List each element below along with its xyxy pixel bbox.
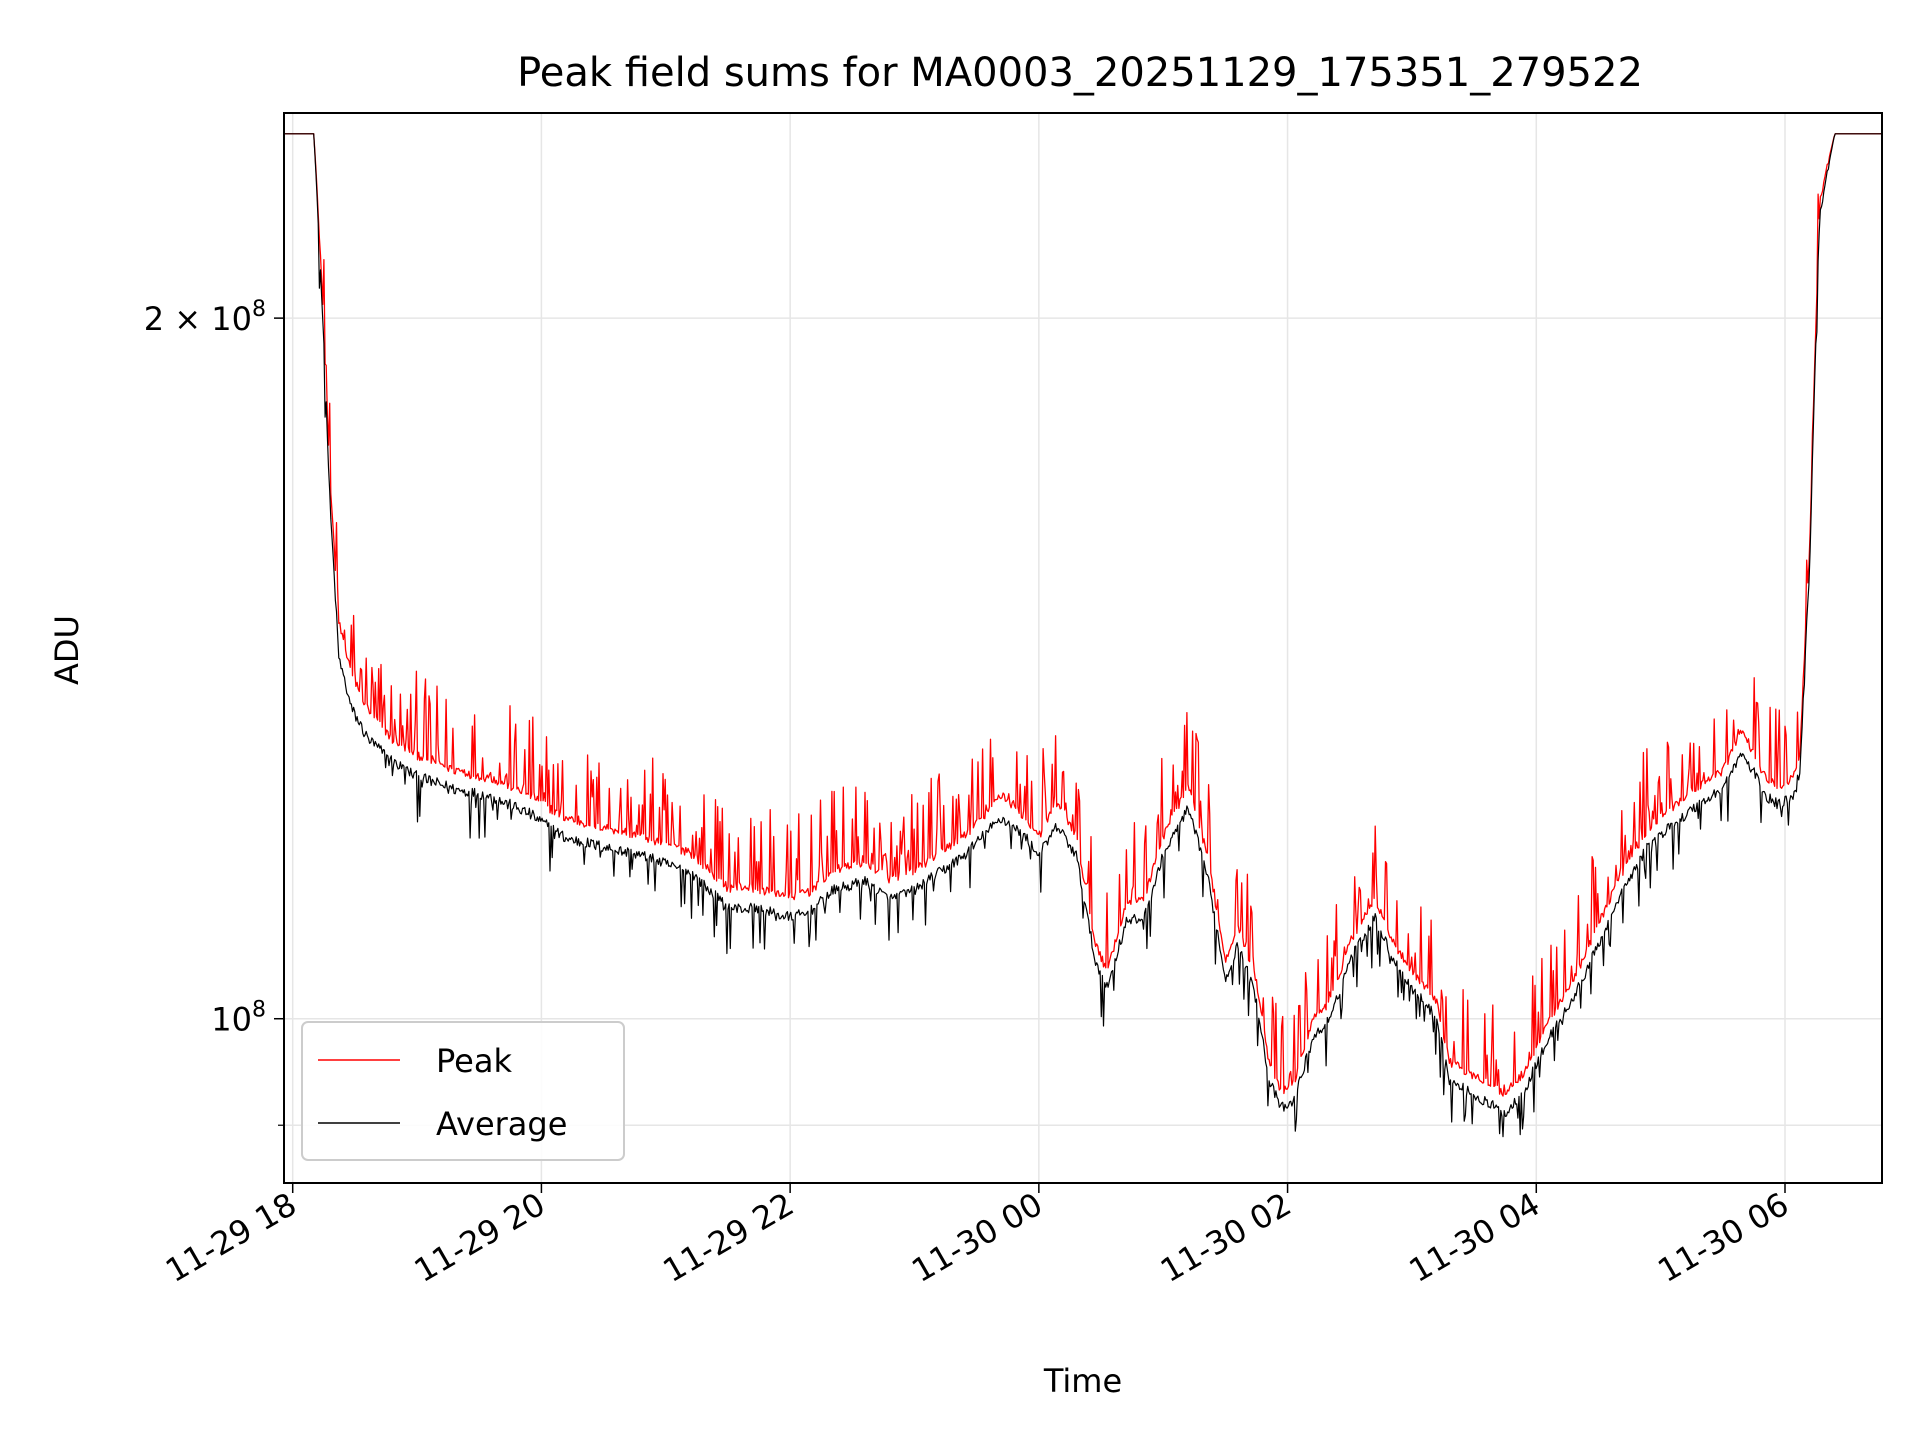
series-layer: [284, 133, 1882, 1138]
series-average-line: [284, 133, 1882, 1138]
x-axis-label: Time: [1043, 1362, 1122, 1400]
legend: Peak Average: [301, 1021, 625, 1161]
legend-average-label: Average: [436, 1105, 567, 1143]
grid: [284, 113, 1882, 1183]
y-tick-label: 108: [211, 998, 266, 1039]
legend-peak-label: Peak: [436, 1042, 512, 1080]
chart-title: Peak field sums for MA0003_20251129_1753…: [517, 50, 1643, 96]
series-peak-line: [284, 133, 1882, 1097]
y-tick-label: 2 × 108: [144, 297, 266, 338]
y-axis-label: ADU: [48, 615, 86, 685]
legend-box: [301, 1021, 625, 1161]
y-axis: 2 × 108 108: [144, 297, 284, 1126]
plot-frame: [283, 112, 1883, 1184]
